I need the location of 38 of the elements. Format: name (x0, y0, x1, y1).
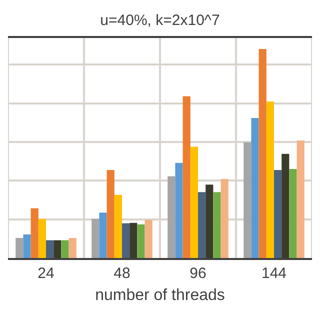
bar (114, 194, 122, 258)
bar (289, 168, 297, 258)
x-tick-label: 96 (190, 265, 206, 282)
bar (144, 220, 152, 258)
bar (168, 176, 176, 258)
bar (23, 234, 31, 258)
bar (68, 238, 76, 258)
bar (206, 184, 214, 258)
x-axis-title: number of threads (95, 287, 225, 304)
bar (198, 192, 206, 258)
bar (213, 192, 221, 258)
bar (282, 154, 290, 258)
bar (92, 218, 100, 258)
chart-title: u=40%, k=2x10^7 (100, 12, 220, 29)
bar (46, 240, 54, 258)
bar (258, 49, 266, 258)
x-tick-label: 48 (114, 265, 130, 282)
bar (220, 179, 228, 258)
bar (54, 240, 62, 258)
bar (61, 240, 69, 258)
bar (130, 222, 138, 258)
bar (274, 170, 282, 258)
bar (16, 238, 24, 258)
bar (30, 208, 38, 258)
bar (244, 142, 252, 258)
bar (38, 218, 46, 258)
x-tick-label: 24 (38, 265, 54, 282)
bar (182, 96, 190, 258)
bar (99, 212, 107, 258)
bar (296, 140, 304, 258)
bar (251, 118, 259, 258)
bar (106, 170, 114, 258)
bar (122, 223, 130, 258)
bar (266, 101, 274, 258)
bar (175, 162, 183, 258)
bar (190, 146, 198, 258)
x-tick-label: 144 (261, 265, 287, 282)
bar (137, 224, 145, 258)
